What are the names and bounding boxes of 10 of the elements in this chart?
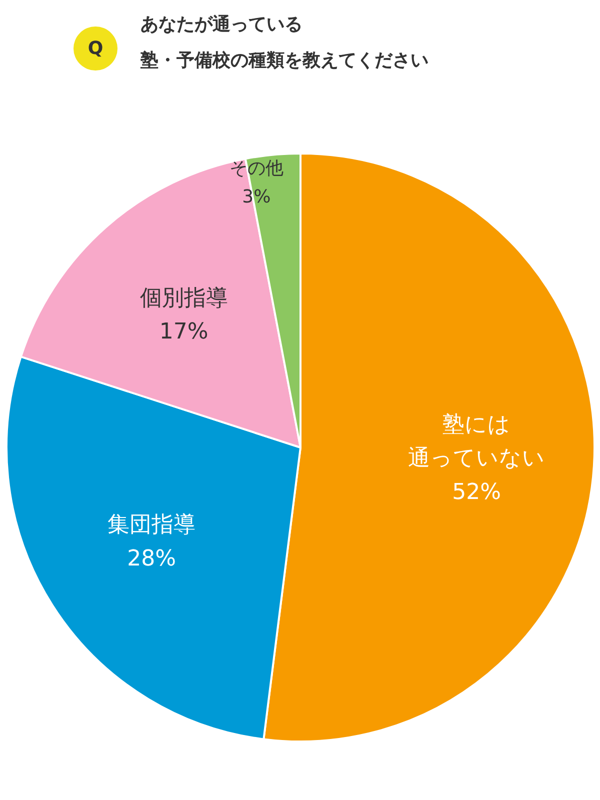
data-label: 28% [127, 546, 176, 572]
data-label: 17% [159, 320, 208, 345]
slice-label: その他 [229, 158, 284, 180]
slice-label: 個別指導 [140, 286, 228, 311]
data-label: 52% [452, 480, 502, 505]
text: Q [88, 38, 104, 59]
chart-title: あなたが通っている [140, 14, 302, 35]
slice-label: 集団指導 [108, 512, 196, 538]
chart-subtitle: 塾・予備校の種類を教えてください [140, 50, 428, 71]
slice-label: 塾には通っていない [408, 412, 546, 472]
